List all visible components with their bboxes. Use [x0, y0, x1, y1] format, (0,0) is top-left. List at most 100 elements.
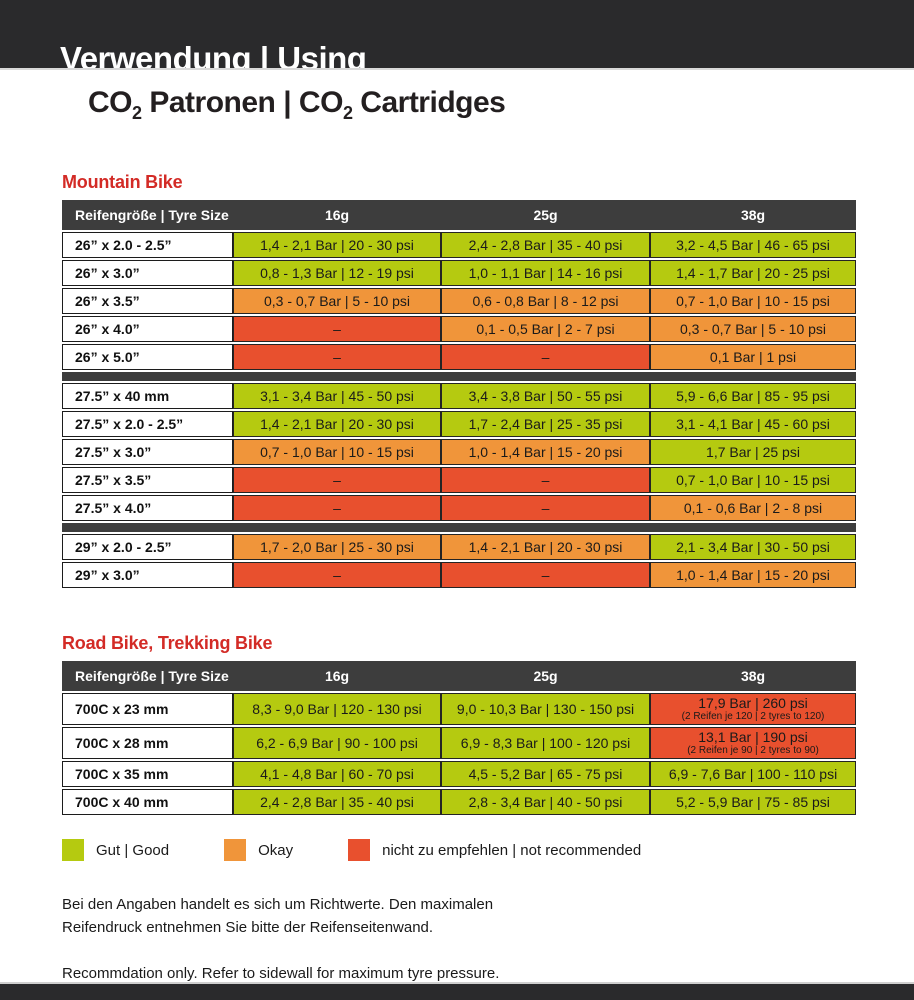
table-row: 29” x 3.0” – – 1,0 - 1,4 Bar | 15 - 20 psi — [62, 562, 856, 588]
pressure-value: – — [541, 499, 550, 516]
tyre-size-label: 26” x 3.5” — [62, 288, 233, 314]
pressure-value: 1,0 - 1,4 Bar | 15 - 20 psi — [676, 566, 830, 583]
column-header-25g: 25g — [441, 661, 650, 691]
pressure-cell-red: – — [233, 467, 441, 493]
pressure-value: 0,3 - 0,7 Bar | 5 - 10 psi — [263, 292, 411, 309]
table-row: 26” x 4.0” – 0,1 - 0,5 Bar | 2 - 7 psi 0,3 … — [62, 316, 856, 342]
legend-item-okay: Okay — [224, 839, 293, 861]
pressure-value: 3,4 - 3,8 Bar | 50 - 55 psi — [468, 387, 623, 404]
group-separator-bar — [62, 523, 856, 532]
pressure-value: 1,7 - 2,4 Bar | 25 - 35 psi — [468, 415, 623, 432]
pressure-cell-green: 1,4 - 2,1 Bar | 20 - 30 psi — [233, 232, 441, 258]
tyre-size-label: 27.5” x 3.5” — [62, 467, 233, 493]
tyre-size-label: 700C x 40 mm — [62, 789, 233, 815]
pressure-value: – — [541, 471, 550, 488]
tyre-size-label: 27.5” x 40 mm — [62, 383, 233, 409]
pressure-cell-green: 2,1 - 3,4 Bar | 30 - 50 psi — [650, 534, 856, 560]
pressure-value: 1,4 - 1,7 Bar | 20 - 25 psi — [676, 264, 830, 281]
not-recommended-color-swatch — [348, 839, 371, 861]
subtitle-part: CO — [88, 86, 133, 119]
pressure-cell-orange: 0,3 - 0,7 Bar | 5 - 10 psi — [650, 316, 856, 342]
pressure-value: – — [541, 566, 550, 583]
tyre-size-label: 27.5” x 3.0” — [62, 439, 233, 465]
pressure-value: 3,2 - 4,5 Bar | 46 - 65 psi — [676, 236, 830, 253]
pressure-cell-red: – — [233, 344, 441, 370]
column-header-38g: 38g — [650, 661, 856, 691]
pressure-cell-red: – — [441, 467, 650, 493]
table-row: 26” x 3.0” 0,8 - 1,3 Bar | 12 - 19 psi 1,0… — [62, 260, 856, 286]
column-header-tyre-size: Reifengröße | Tyre Size — [62, 200, 233, 230]
tyre-size-label: 26” x 5.0” — [62, 344, 233, 370]
table-row: 700C x 23 mm 8,3 - 9,0 Bar | 120 - 130 ps… — [62, 693, 856, 725]
tyre-size-label: 27.5” x 4.0” — [62, 495, 233, 521]
pressure-value: 13,1 Bar | 190 psi — [698, 729, 808, 745]
pressure-value: – — [541, 348, 550, 365]
pressure-cell-red: – — [233, 316, 441, 342]
group-separator-row — [62, 372, 856, 381]
okay-color-swatch — [224, 839, 247, 861]
pressure-value: 1,0 - 1,4 Bar | 15 - 20 psi — [468, 443, 623, 460]
pressure-cell-green: 5,9 - 6,6 Bar | 85 - 95 psi — [650, 383, 856, 409]
top-banner: Verwendung | Using — [0, 0, 914, 70]
pressure-cell-orange: 0,1 - 0,6 Bar | 2 - 8 psi — [650, 495, 856, 521]
pressure-cell-green: 1,7 Bar | 25 psi — [650, 439, 856, 465]
pressure-cell-green: 2,4 - 2,8 Bar | 35 - 40 psi — [441, 232, 650, 258]
pressure-cell-red: – — [233, 495, 441, 521]
pressure-cell-orange: 0,7 - 1,0 Bar | 10 - 15 psi — [650, 288, 856, 314]
pressure-cell-green: 9,0 - 10,3 Bar | 130 - 150 psi — [441, 693, 650, 725]
pressure-value: 0,1 Bar | 1 psi — [709, 348, 797, 365]
pressure-value: 1,0 - 1,1 Bar | 14 - 16 psi — [468, 264, 623, 281]
pressure-value: – — [333, 499, 341, 516]
note-german-line2: Reifendruck entnehmen Sie bitte der Reif… — [62, 919, 434, 936]
subtitle-subscript: 2 — [132, 103, 142, 123]
pressure-cell-red: – — [233, 562, 441, 588]
pressure-cell-green: 1,4 - 1,7 Bar | 20 - 25 psi — [650, 260, 856, 286]
pressure-cell-green: 1,4 - 2,1 Bar | 20 - 30 psi — [233, 411, 441, 437]
pressure-value: 1,4 - 2,1 Bar | 20 - 30 psi — [260, 236, 414, 253]
pressure-value: 6,9 - 7,6 Bar | 100 - 110 psi — [668, 765, 838, 782]
pressure-value: 4,1 - 4,8 Bar | 60 - 70 psi — [260, 765, 414, 782]
column-header-16g: 16g — [233, 200, 441, 230]
pressure-value: 2,8 - 3,4 Bar | 40 - 50 psi — [468, 793, 623, 810]
pressure-cell-green: 3,1 - 3,4 Bar | 45 - 50 psi — [233, 383, 441, 409]
pressure-value: 4,5 - 5,2 Bar | 65 - 75 psi — [468, 765, 623, 782]
notes: Bei den Angaben handelt es sich um Richt… — [62, 893, 914, 985]
tyre-size-label: 700C x 23 mm — [62, 693, 233, 725]
table-row: 27.5” x 2.0 - 2.5” 1,4 - 2,1 Bar | 20 - 3… — [62, 411, 856, 437]
pressure-value: – — [333, 566, 341, 583]
note-english: Recommdation only. Refer to sidewall for… — [62, 965, 500, 982]
section-heading-road-bike: Road Bike, Trekking Bike — [62, 633, 273, 653]
table-row: 700C x 40 mm 2,4 - 2,8 Bar | 35 - 40 psi 2… — [62, 789, 856, 815]
pressure-cell-red: – — [441, 344, 650, 370]
tyre-size-label: 26” x 2.0 - 2.5” — [62, 232, 233, 258]
pressure-value: 0,3 - 0,7 Bar | 5 - 10 psi — [679, 320, 827, 337]
bottom-banner — [0, 982, 914, 1000]
section-heading-mountain-bike: Mountain Bike — [62, 172, 183, 192]
pressure-value: 8,3 - 9,0 Bar | 120 - 130 psi — [252, 700, 422, 717]
pressure-cell-green: 1,7 - 2,4 Bar | 25 - 35 psi — [441, 411, 650, 437]
pressure-cell-green: 4,5 - 5,2 Bar | 65 - 75 psi — [441, 761, 650, 787]
pressure-value: 2,1 - 3,4 Bar | 30 - 50 psi — [676, 538, 830, 555]
tyre-size-label: 29” x 2.0 - 2.5” — [62, 534, 233, 560]
group-separator-bar — [62, 372, 856, 381]
table-row: 29” x 2.0 - 2.5” 1,7 - 2,0 Bar | 25 - 30 … — [62, 534, 856, 560]
column-header-16g: 16g — [233, 661, 441, 691]
pressure-value: 0,7 - 1,0 Bar | 10 - 15 psi — [676, 471, 830, 488]
pressure-value: 0,7 - 1,0 Bar | 10 - 15 psi — [676, 292, 830, 309]
pressure-value: 6,2 - 6,9 Bar | 90 - 100 psi — [256, 734, 418, 751]
table-row: 27.5” x 40 mm 3,1 - 3,4 Bar | 45 - 50 psi… — [62, 383, 856, 409]
page-subtitle: CO2 Patronen | CO2 Cartridges — [88, 86, 914, 124]
subtitle-subscript: 2 — [342, 103, 353, 123]
pressure-cell-green: 6,9 - 8,3 Bar | 100 - 120 psi — [441, 727, 650, 759]
pressure-value: 0,8 - 1,3 Bar | 12 - 19 psi — [260, 264, 414, 281]
pressure-value: 1,7 - 2,0 Bar | 25 - 30 psi — [260, 538, 414, 555]
note-german: Bei den Angaben handelt es sich um Richt… — [62, 893, 914, 939]
pressure-value: 5,2 - 5,9 Bar | 75 - 85 psi — [676, 793, 830, 810]
tyre-size-label: 26” x 3.0” — [62, 260, 233, 286]
pressure-value: 17,9 Bar | 260 psi — [698, 695, 808, 711]
tyre-size-label: 26” x 4.0” — [62, 316, 233, 342]
subtitle-part: Patronen | CO — [141, 86, 343, 119]
pressure-cell-green: 3,2 - 4,5 Bar | 46 - 65 psi — [650, 232, 856, 258]
table-row: 27.5” x 3.5” – – 0,7 - 1,0 Bar | 10 - 15 ps… — [62, 467, 856, 493]
tyre-size-label: 700C x 28 mm — [62, 727, 233, 759]
